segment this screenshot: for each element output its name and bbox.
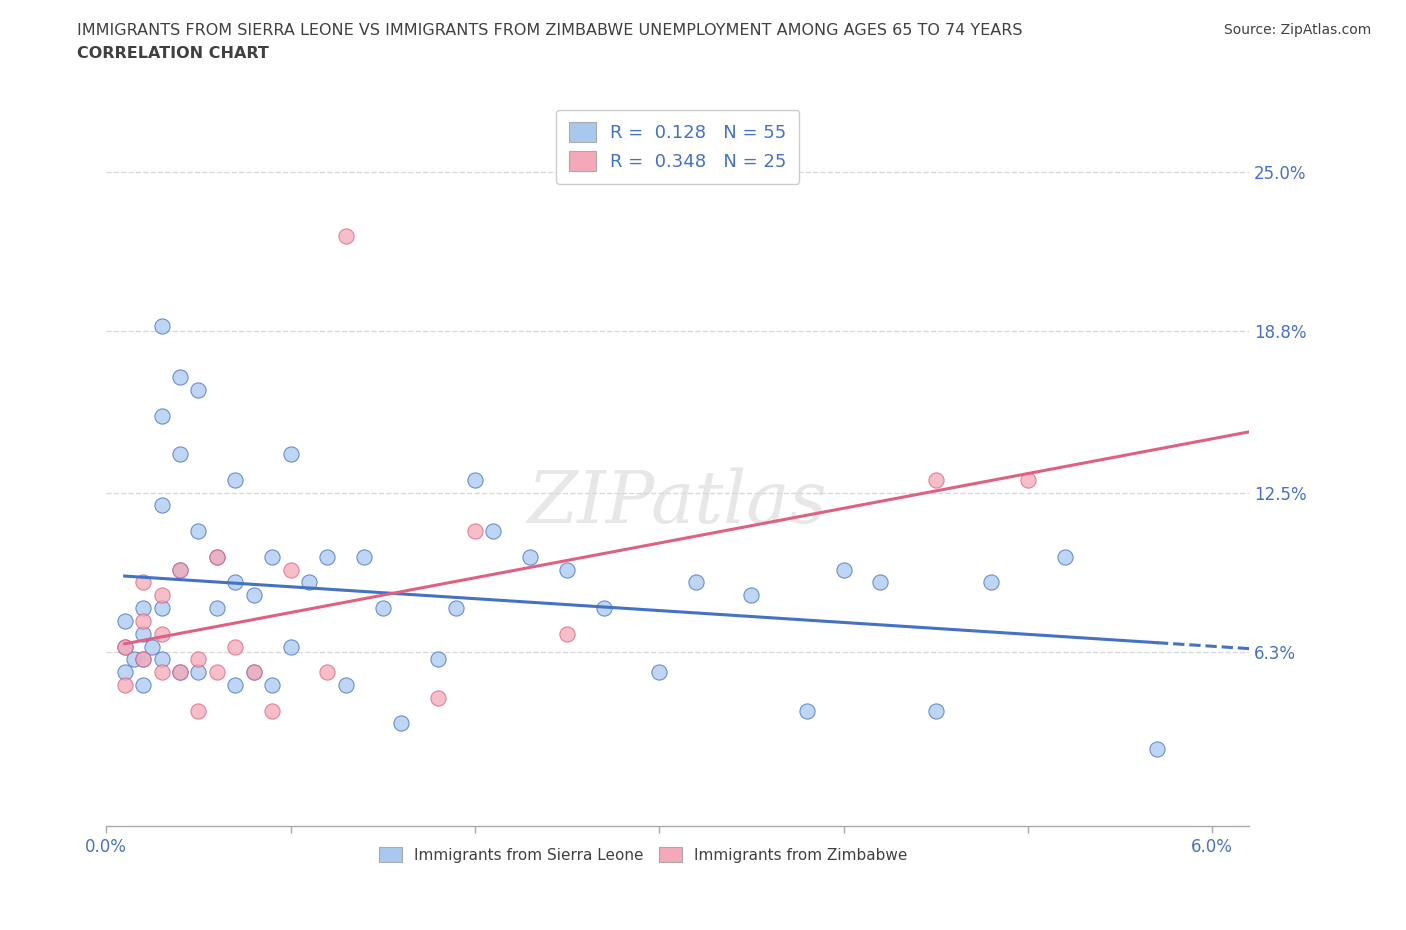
- Text: IMMIGRANTS FROM SIERRA LEONE VS IMMIGRANTS FROM ZIMBABWE UNEMPLOYMENT AMONG AGES: IMMIGRANTS FROM SIERRA LEONE VS IMMIGRAN…: [77, 23, 1022, 38]
- Point: [316, 665, 339, 680]
- Point: [427, 690, 450, 705]
- Point: [280, 639, 302, 654]
- Text: CORRELATION CHART: CORRELATION CHART: [77, 46, 269, 61]
- Point: [427, 652, 450, 667]
- Point: [169, 562, 191, 577]
- Legend: Immigrants from Sierra Leone, Immigrants from Zimbabwe: Immigrants from Sierra Leone, Immigrants…: [373, 841, 914, 869]
- Point: [224, 472, 246, 487]
- Point: [141, 639, 163, 654]
- Point: [262, 550, 284, 565]
- Point: [150, 588, 173, 603]
- Point: [224, 639, 246, 654]
- Point: [869, 575, 891, 590]
- Point: [132, 652, 155, 667]
- Point: [740, 588, 762, 603]
- Point: [132, 626, 155, 641]
- Point: [335, 678, 357, 693]
- Point: [1053, 550, 1076, 565]
- Point: [832, 562, 855, 577]
- Point: [316, 550, 339, 565]
- Point: [280, 562, 302, 577]
- Point: [187, 524, 209, 538]
- Point: [169, 665, 191, 680]
- Point: [205, 665, 228, 680]
- Point: [150, 665, 173, 680]
- Point: [242, 588, 264, 603]
- Point: [262, 703, 284, 718]
- Point: [224, 678, 246, 693]
- Point: [464, 472, 486, 487]
- Point: [353, 550, 375, 565]
- Y-axis label: Unemployment Among Ages 65 to 74 years: Unemployment Among Ages 65 to 74 years: [0, 299, 7, 634]
- Point: [335, 229, 357, 244]
- Point: [648, 665, 671, 680]
- Point: [224, 575, 246, 590]
- Point: [150, 601, 173, 616]
- Point: [242, 665, 264, 680]
- Point: [796, 703, 818, 718]
- Point: [169, 446, 191, 461]
- Point: [114, 678, 136, 693]
- Point: [132, 614, 155, 629]
- Point: [122, 652, 145, 667]
- Point: [371, 601, 394, 616]
- Point: [169, 665, 191, 680]
- Point: [555, 562, 578, 577]
- Point: [150, 319, 173, 334]
- Point: [150, 408, 173, 423]
- Point: [262, 678, 284, 693]
- Point: [169, 370, 191, 385]
- Point: [980, 575, 1002, 590]
- Point: [114, 639, 136, 654]
- Point: [187, 382, 209, 397]
- Point: [150, 626, 173, 641]
- Point: [1146, 741, 1168, 756]
- Point: [169, 562, 191, 577]
- Point: [114, 614, 136, 629]
- Point: [114, 665, 136, 680]
- Point: [187, 665, 209, 680]
- Point: [187, 703, 209, 718]
- Point: [1017, 472, 1039, 487]
- Point: [482, 524, 505, 538]
- Point: [132, 601, 155, 616]
- Point: [114, 639, 136, 654]
- Point: [187, 652, 209, 667]
- Point: [205, 550, 228, 565]
- Point: [925, 703, 948, 718]
- Point: [685, 575, 707, 590]
- Point: [464, 524, 486, 538]
- Point: [205, 601, 228, 616]
- Point: [242, 665, 264, 680]
- Point: [132, 575, 155, 590]
- Point: [132, 652, 155, 667]
- Point: [132, 678, 155, 693]
- Point: [519, 550, 541, 565]
- Text: ZIPatlas: ZIPatlas: [527, 468, 828, 538]
- Point: [389, 716, 412, 731]
- Point: [555, 626, 578, 641]
- Point: [446, 601, 468, 616]
- Point: [925, 472, 948, 487]
- Point: [593, 601, 616, 616]
- Point: [150, 498, 173, 513]
- Point: [150, 652, 173, 667]
- Point: [205, 550, 228, 565]
- Text: Source: ZipAtlas.com: Source: ZipAtlas.com: [1223, 23, 1371, 37]
- Point: [280, 446, 302, 461]
- Point: [298, 575, 321, 590]
